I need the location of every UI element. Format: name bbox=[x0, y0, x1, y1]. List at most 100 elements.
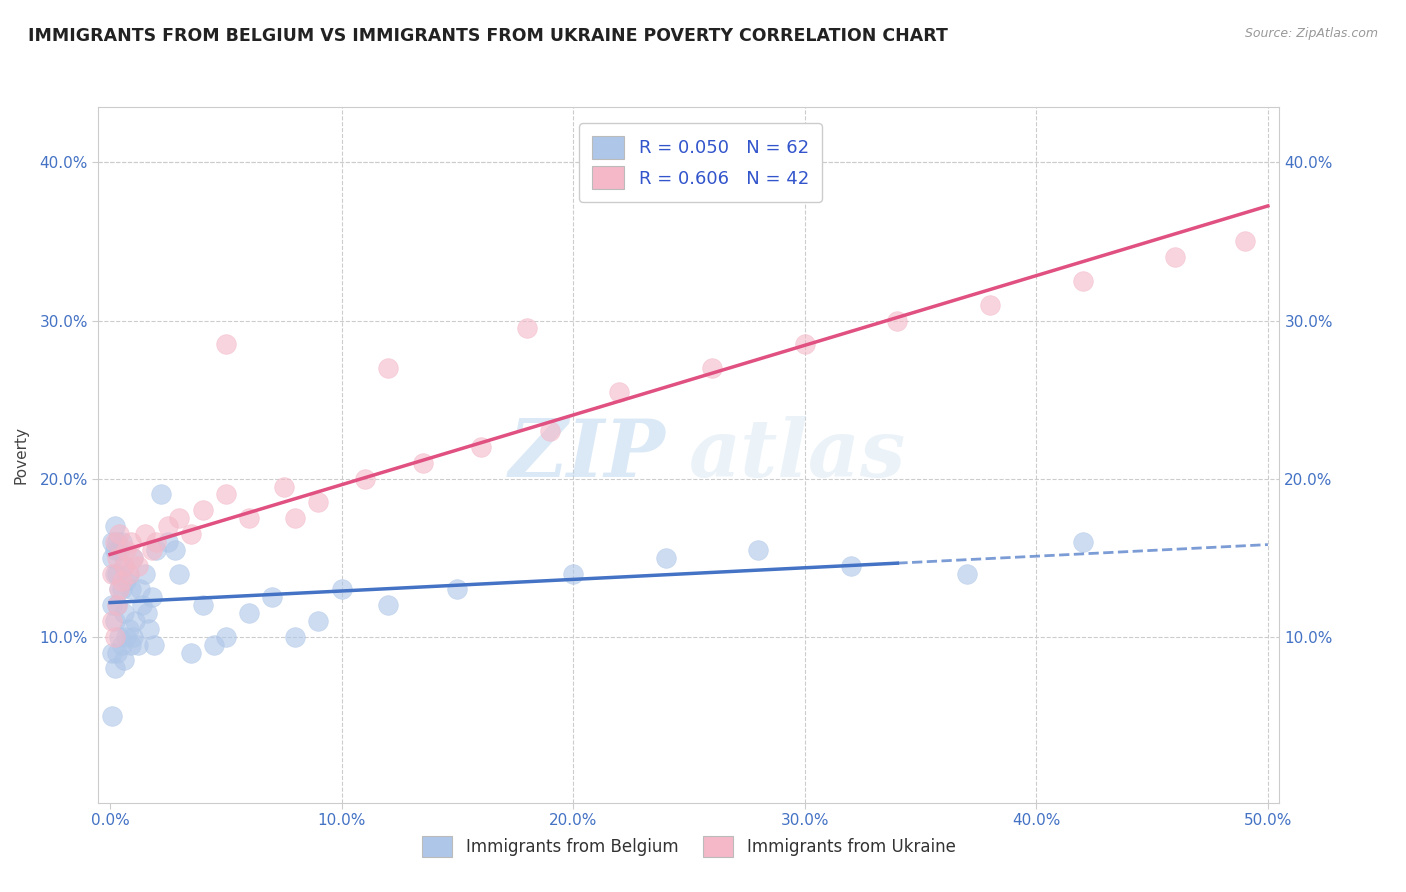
Point bbox=[979, 298, 1001, 312]
Point bbox=[108, 582, 131, 597]
Point bbox=[104, 661, 127, 675]
Point bbox=[141, 542, 163, 557]
Point bbox=[105, 646, 128, 660]
Point bbox=[108, 542, 131, 557]
Point bbox=[104, 519, 127, 533]
Point bbox=[120, 638, 142, 652]
Point bbox=[101, 534, 124, 549]
Point bbox=[127, 638, 149, 652]
Point bbox=[191, 598, 214, 612]
Point bbox=[180, 527, 202, 541]
Point bbox=[1164, 250, 1187, 264]
Point bbox=[105, 566, 128, 581]
Point bbox=[104, 566, 127, 581]
Point bbox=[122, 550, 145, 565]
Point bbox=[105, 534, 128, 549]
Point bbox=[117, 566, 139, 581]
Point bbox=[470, 440, 492, 454]
Point bbox=[163, 542, 186, 557]
Point bbox=[377, 360, 399, 375]
Point bbox=[516, 321, 538, 335]
Point bbox=[104, 534, 127, 549]
Point bbox=[131, 598, 153, 612]
Point bbox=[105, 598, 128, 612]
Text: ZIP: ZIP bbox=[509, 417, 665, 493]
Point bbox=[101, 708, 124, 723]
Point bbox=[191, 503, 214, 517]
Point bbox=[110, 638, 132, 652]
Point bbox=[101, 614, 124, 628]
Point bbox=[1233, 235, 1256, 249]
Point bbox=[124, 614, 146, 628]
Text: IMMIGRANTS FROM BELGIUM VS IMMIGRANTS FROM UKRAINE POVERTY CORRELATION CHART: IMMIGRANTS FROM BELGIUM VS IMMIGRANTS FR… bbox=[28, 27, 948, 45]
Point bbox=[115, 542, 138, 557]
Point bbox=[101, 598, 124, 612]
Point bbox=[138, 622, 160, 636]
Point bbox=[115, 630, 138, 644]
Point bbox=[134, 527, 156, 541]
Point bbox=[793, 337, 815, 351]
Point bbox=[112, 558, 135, 573]
Point bbox=[108, 630, 131, 644]
Point bbox=[284, 630, 307, 644]
Point bbox=[112, 558, 135, 573]
Point bbox=[262, 591, 284, 605]
Point bbox=[238, 606, 260, 620]
Point bbox=[145, 534, 167, 549]
Point bbox=[105, 550, 128, 565]
Point bbox=[655, 550, 678, 565]
Point bbox=[1071, 274, 1094, 288]
Point bbox=[886, 313, 908, 327]
Point bbox=[115, 574, 138, 589]
Point bbox=[122, 550, 145, 565]
Point bbox=[446, 582, 468, 597]
Point bbox=[273, 479, 295, 493]
Point bbox=[169, 511, 191, 525]
Point bbox=[143, 638, 166, 652]
Point bbox=[141, 591, 163, 605]
Point bbox=[108, 527, 131, 541]
Point bbox=[215, 337, 238, 351]
Point bbox=[609, 384, 631, 399]
Point bbox=[562, 566, 585, 581]
Point bbox=[156, 519, 179, 533]
Point bbox=[117, 566, 139, 581]
Point bbox=[122, 630, 145, 644]
Point bbox=[104, 542, 127, 557]
Legend: Immigrants from Belgium, Immigrants from Ukraine: Immigrants from Belgium, Immigrants from… bbox=[416, 830, 962, 864]
Text: atlas: atlas bbox=[689, 417, 907, 493]
Point bbox=[136, 606, 159, 620]
Point bbox=[104, 630, 127, 644]
Point bbox=[101, 566, 124, 581]
Point bbox=[110, 582, 132, 597]
Point bbox=[112, 653, 135, 667]
Point bbox=[202, 638, 225, 652]
Point bbox=[956, 566, 979, 581]
Point bbox=[101, 646, 124, 660]
Point bbox=[105, 598, 128, 612]
Text: Source: ZipAtlas.com: Source: ZipAtlas.com bbox=[1244, 27, 1378, 40]
Point bbox=[127, 558, 149, 573]
Point bbox=[284, 511, 307, 525]
Point bbox=[117, 622, 139, 636]
Point bbox=[104, 614, 127, 628]
Point bbox=[120, 534, 142, 549]
Y-axis label: Poverty: Poverty bbox=[14, 425, 28, 484]
Point bbox=[101, 550, 124, 565]
Point bbox=[134, 566, 156, 581]
Point bbox=[307, 495, 329, 509]
Point bbox=[700, 360, 723, 375]
Point bbox=[110, 534, 132, 549]
Point bbox=[120, 582, 142, 597]
Point bbox=[180, 646, 202, 660]
Point bbox=[169, 566, 191, 581]
Point bbox=[108, 582, 131, 597]
Point bbox=[839, 558, 862, 573]
Point bbox=[145, 542, 167, 557]
Point bbox=[238, 511, 260, 525]
Point bbox=[747, 542, 769, 557]
Point bbox=[110, 574, 132, 589]
Point bbox=[330, 582, 353, 597]
Point bbox=[156, 534, 179, 549]
Point bbox=[412, 456, 434, 470]
